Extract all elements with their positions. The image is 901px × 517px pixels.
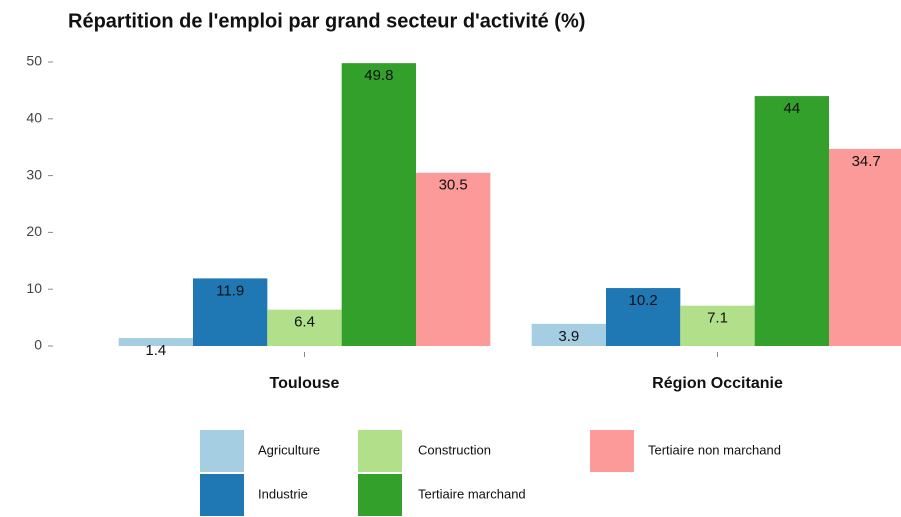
y-tick-label: 10 bbox=[26, 280, 42, 296]
value-label: 34.7 bbox=[852, 153, 881, 170]
value-label: 44 bbox=[783, 100, 800, 117]
y-tick-label: 50 bbox=[26, 53, 42, 69]
legend-label: Agriculture bbox=[258, 442, 320, 457]
bar bbox=[531, 323, 606, 346]
x-tick-label: Toulouse bbox=[270, 375, 340, 392]
bar bbox=[416, 172, 491, 346]
legend-label: Tertiaire marchand bbox=[418, 486, 526, 501]
y-tick-label: 0 bbox=[34, 337, 42, 353]
value-label: 11.9 bbox=[216, 282, 244, 299]
value-label: 7.1 bbox=[707, 310, 728, 327]
bar bbox=[829, 148, 901, 346]
bar bbox=[267, 309, 342, 346]
legend-key bbox=[358, 430, 402, 472]
bar bbox=[118, 338, 193, 346]
legend-label: Construction bbox=[418, 442, 491, 457]
value-label: 49.8 bbox=[364, 67, 393, 84]
legend-key bbox=[200, 430, 244, 472]
bar bbox=[605, 288, 681, 346]
legend-label: Tertiaire non marchand bbox=[648, 442, 781, 457]
legend-key bbox=[200, 474, 244, 516]
legend-key bbox=[590, 430, 634, 472]
x-tick-label: Région Occitanie bbox=[652, 375, 783, 392]
legend-key bbox=[358, 474, 402, 516]
bar bbox=[341, 63, 417, 347]
value-label: 6.4 bbox=[294, 314, 315, 331]
y-tick-label: 30 bbox=[26, 166, 42, 182]
bar bbox=[754, 96, 830, 346]
value-label: 10.2 bbox=[629, 292, 658, 309]
legend-label: Industrie bbox=[258, 486, 308, 501]
value-label: 30.5 bbox=[439, 177, 468, 194]
chart-title: Répartition de l'emploi par grand secteu… bbox=[68, 10, 585, 32]
y-tick-label: 20 bbox=[26, 223, 42, 239]
bar bbox=[680, 305, 755, 346]
y-tick-label: 40 bbox=[26, 110, 42, 126]
value-label: 3.9 bbox=[558, 328, 579, 345]
value-label: 1.4 bbox=[145, 342, 166, 359]
bar bbox=[192, 278, 268, 346]
